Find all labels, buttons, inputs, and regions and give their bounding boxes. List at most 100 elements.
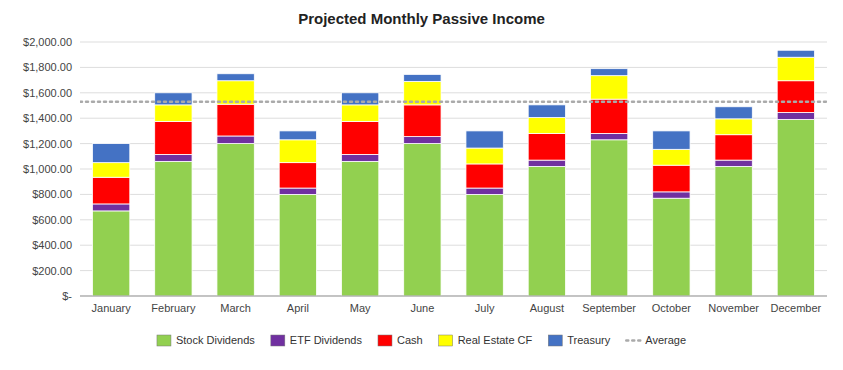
y-tick-label: $1,600.00 (23, 87, 72, 99)
legend-item: Stock Dividends (157, 334, 255, 346)
legend-item: ETF Dividends (271, 334, 363, 346)
bar (653, 192, 690, 198)
bar (466, 188, 503, 194)
bar (777, 50, 814, 57)
bar (528, 105, 565, 118)
bar (279, 163, 316, 188)
bar (404, 74, 441, 81)
bar (715, 135, 752, 160)
bar (715, 107, 752, 119)
x-tick-label: May (350, 302, 371, 314)
y-tick-label: $200.00 (32, 265, 72, 277)
bar (466, 131, 503, 148)
x-tick-label: October (652, 302, 691, 314)
bar (92, 177, 129, 204)
x-tick-label: June (410, 302, 434, 314)
bar (341, 121, 378, 154)
series (92, 112, 814, 210)
title: Projected Monthly Passive Income (298, 10, 545, 27)
y-tick-label: $2,000.00 (23, 36, 72, 48)
y-tick-label: $- (62, 290, 72, 302)
legend-swatch (439, 335, 453, 346)
y-tick-label: $1,400.00 (23, 112, 72, 124)
bar (653, 149, 690, 165)
bar (528, 166, 565, 296)
legend: Stock Dividends ETF Dividends Cash Real Est… (157, 334, 686, 346)
bar (590, 76, 627, 99)
bar (653, 165, 690, 192)
x-tick-label: November (708, 302, 759, 314)
grid-line (80, 296, 827, 297)
x-tick-label: July (475, 302, 495, 314)
bar (155, 161, 192, 296)
bar (279, 188, 316, 194)
bar (279, 131, 316, 140)
bar (777, 57, 814, 80)
plot-area (80, 50, 827, 296)
bar (590, 69, 627, 76)
bar (466, 164, 503, 188)
legend-label: ETF Dividends (290, 334, 363, 346)
legend-item: Treasury (548, 334, 610, 346)
bar (528, 133, 565, 160)
bar (155, 93, 192, 105)
legend-swatch (548, 335, 562, 346)
x-tick-label: September (582, 302, 636, 314)
y-tick-label: $800.00 (32, 188, 72, 200)
legend-swatch (157, 335, 171, 346)
bar (590, 99, 627, 133)
legend-swatch (271, 335, 285, 346)
bar (217, 144, 254, 296)
average-line (80, 100, 827, 103)
x-tick-label: December (771, 302, 822, 314)
bar (341, 105, 378, 122)
legend-label: Average (645, 334, 686, 346)
bar (404, 144, 441, 296)
legend-label: Cash (397, 334, 423, 346)
bar (92, 163, 129, 178)
bar (92, 204, 129, 211)
bar (217, 74, 254, 81)
legend-swatch (626, 339, 640, 342)
x-tick-label: March (220, 302, 251, 314)
bar (217, 104, 254, 136)
legend-item: Cash (378, 334, 423, 346)
bar (777, 81, 814, 113)
y-tick-label: $400.00 (32, 239, 72, 251)
bar (404, 137, 441, 144)
bar (715, 160, 752, 166)
bar (279, 140, 316, 163)
legend-label: Real Estate CF (458, 334, 533, 346)
bar (341, 154, 378, 161)
series (92, 50, 814, 162)
chart: Projected Monthly Passive Income $- $200.0… (0, 0, 843, 370)
bar (590, 140, 627, 296)
bar (279, 194, 316, 296)
bar (653, 131, 690, 149)
series (92, 81, 814, 204)
bar (155, 105, 192, 122)
series (92, 57, 814, 177)
bar (155, 121, 192, 154)
legend-item: Average (626, 334, 686, 346)
y-tick-label: $1,200.00 (23, 138, 72, 150)
series (92, 119, 814, 296)
bar (653, 198, 690, 296)
bar (466, 148, 503, 164)
bar (528, 118, 565, 134)
x-tick-label: February (151, 302, 196, 314)
legend-swatch (378, 335, 392, 346)
bar (341, 93, 378, 105)
bar (92, 144, 129, 163)
x-tick-label: April (287, 302, 309, 314)
bar (217, 136, 254, 144)
y-tick-label: $1,800.00 (23, 61, 72, 73)
bar (155, 154, 192, 161)
bar (341, 161, 378, 296)
legend-item: Real Estate CF (439, 334, 533, 346)
bar (777, 119, 814, 296)
grid-line (80, 42, 827, 43)
bar (715, 119, 752, 135)
x-axis-line (80, 296, 827, 297)
legend-label: Treasury (567, 334, 610, 346)
